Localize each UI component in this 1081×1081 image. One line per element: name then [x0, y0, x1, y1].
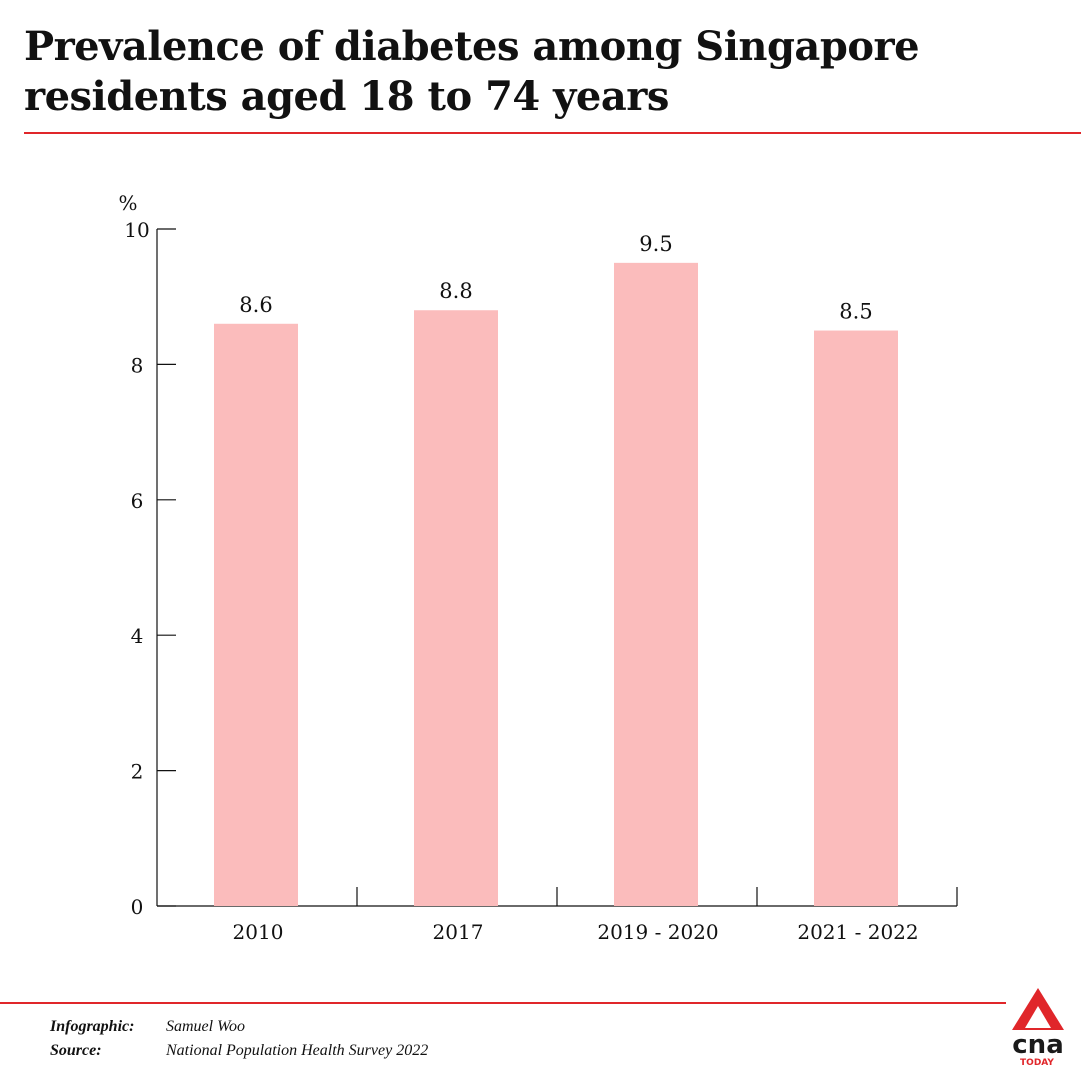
x-tick-label: 2017: [433, 920, 484, 944]
y-tick-label: 0: [131, 895, 144, 919]
credit-source: Source: National Population Health Survey…: [50, 1040, 428, 1062]
bar: [614, 262, 698, 907]
bar-value-label: 9.5: [639, 232, 672, 256]
logo-subtitle: TODAY: [1020, 1058, 1054, 1068]
chart-title: Prevalence of diabetes among Singapore r…: [24, 23, 920, 120]
x-tick-label: 2010: [233, 920, 284, 944]
y-axis-unit: %: [118, 191, 137, 215]
y-tick-label: 4: [131, 624, 144, 648]
y-tick-label: 8: [131, 353, 144, 377]
y-axis: % 0 2 4 6 8 10: [118, 191, 176, 919]
bar-value-label: 8.5: [839, 300, 872, 324]
y-tick-label: 10: [124, 218, 149, 242]
y-tick-label: 6: [131, 489, 144, 513]
source-label: Source:: [50, 1042, 102, 1059]
cna-logo-mark-icon: [1012, 988, 1064, 1030]
bar-value-label: 8.6: [239, 293, 272, 317]
credit-infographic: Infographic: Samuel Woo: [50, 1016, 245, 1038]
data-labels: 8.6 8.8 9.5 8.5: [239, 232, 872, 324]
bars: [214, 262, 898, 907]
infographic-label: Infographic:: [50, 1018, 135, 1035]
logo-wordmark: cna: [1012, 1030, 1064, 1060]
title-divider: [24, 132, 1081, 134]
y-tick-label: 2: [131, 760, 144, 784]
bar-value-label: 8.8: [439, 279, 472, 303]
x-tick-label: 2019 - 2020: [597, 920, 718, 944]
x-tick-label: 2021 - 2022: [797, 920, 918, 944]
infographic-value: Samuel Woo: [166, 1018, 245, 1035]
bar: [214, 323, 298, 906]
bar: [814, 330, 898, 906]
bar: [414, 310, 498, 906]
source-value: National Population Health Survey 2022: [166, 1042, 429, 1059]
cna-logo: cna TODAY: [1008, 986, 1068, 1070]
footer-divider: [0, 1002, 1006, 1004]
